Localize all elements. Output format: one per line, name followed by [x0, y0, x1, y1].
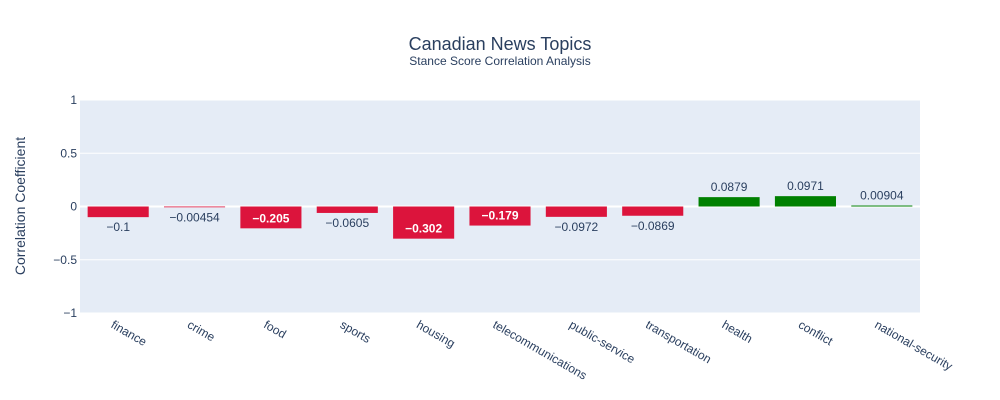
x-tick-label: sports: [338, 317, 373, 345]
bar-national-security: [851, 205, 913, 207]
x-axis-ticks: finance crime food sports housing telecommuni…: [109, 317, 955, 382]
x-tick-label: transportation: [643, 317, 714, 366]
x-tick-label: health: [720, 317, 755, 345]
data-label: −0.302: [405, 222, 442, 236]
data-label: −0.1: [106, 220, 130, 234]
bar-finance: [87, 206, 149, 218]
x-tick-label: national-security: [872, 317, 955, 373]
x-tick-label: conflict: [796, 317, 836, 348]
bar-conflict: [774, 196, 836, 207]
x-tick-label: public-service: [567, 317, 638, 366]
x-tick-label: crime: [185, 317, 218, 344]
data-label: −0.179: [481, 209, 518, 223]
y-axis-label: Correlation Coefficient: [12, 137, 28, 275]
data-label: 0.0971: [787, 179, 824, 193]
data-label: 0.00904: [860, 189, 904, 203]
x-tick-label: food: [261, 317, 288, 341]
x-tick-label: finance: [109, 317, 150, 349]
y-tick-label: 1: [70, 93, 77, 107]
bar-crime: [164, 206, 226, 208]
y-tick-label: −1: [63, 306, 77, 320]
data-label: −0.0869: [631, 219, 675, 233]
data-label: −0.205: [252, 211, 289, 225]
data-label: −0.0605: [325, 216, 369, 230]
data-labels: −0.1 −0.00454 −0.205 −0.0605 −0.302 −0.179 −0.…: [106, 179, 903, 236]
chart-subtitle: Stance Score Correlation Analysis: [409, 54, 590, 68]
chart-title: Canadian News Topics: [409, 34, 592, 54]
bar-transportation: [622, 206, 684, 216]
bar-food: [240, 206, 302, 229]
x-tick-label: housing: [414, 317, 457, 350]
data-label: −0.0972: [555, 220, 599, 234]
bar-public-service: [545, 206, 607, 217]
y-tick-label: 0.5: [60, 146, 77, 160]
y-axis-ticks: 1 0.5 0 −0.5 −1: [53, 93, 77, 320]
bar-telecommunications: [469, 206, 531, 226]
bar-sports: [316, 206, 378, 213]
data-label: −0.00454: [169, 210, 220, 224]
data-label: 0.0879: [711, 180, 748, 194]
bar-health: [698, 197, 760, 207]
bar-housing: [393, 206, 455, 239]
y-tick-label: −0.5: [53, 253, 77, 267]
y-tick-label: 0: [70, 200, 77, 214]
bars: [87, 196, 913, 239]
